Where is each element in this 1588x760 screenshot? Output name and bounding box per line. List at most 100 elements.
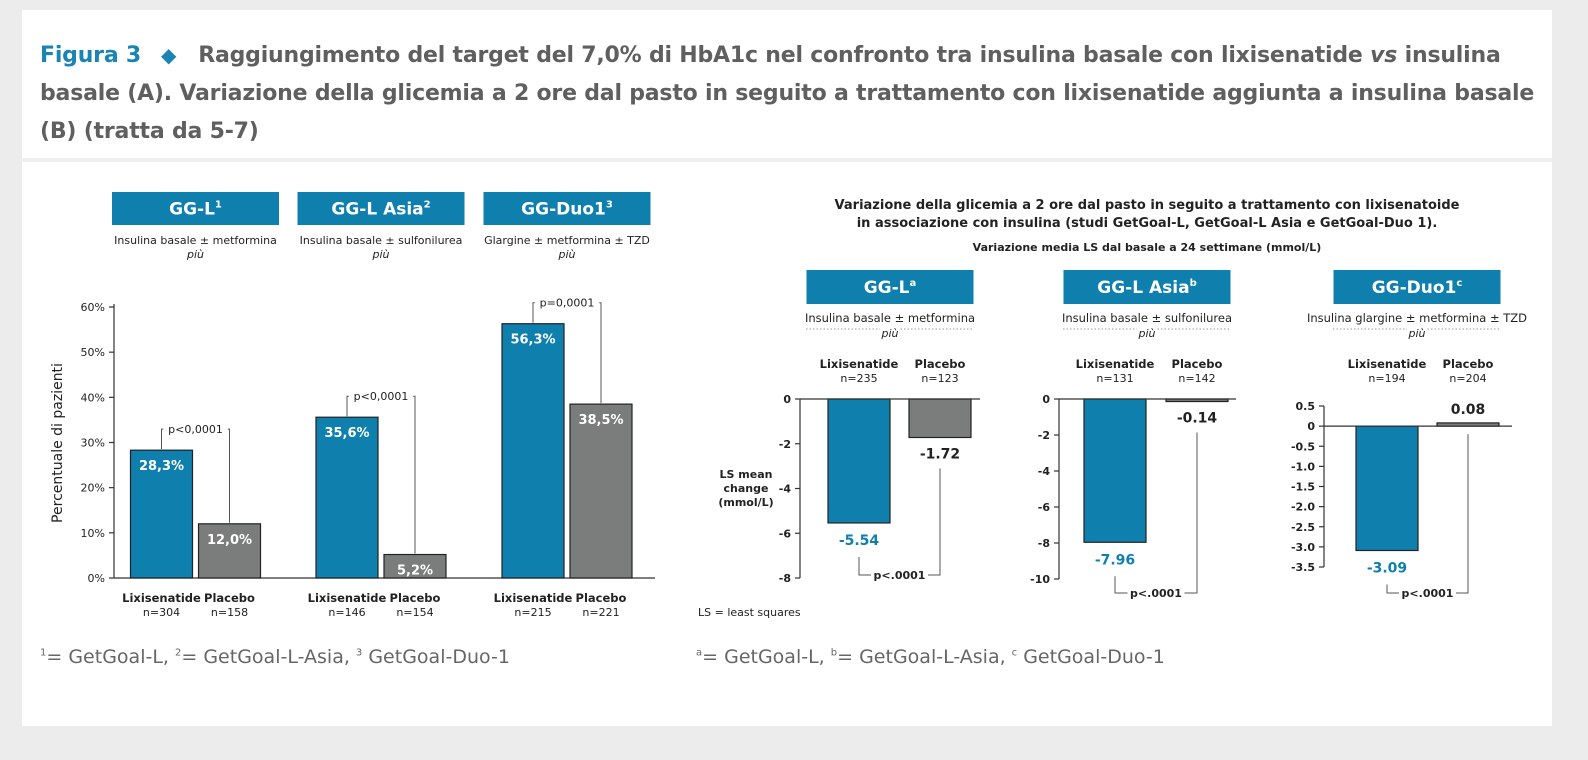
x-category-label: Placebo	[1443, 357, 1494, 371]
bar	[315, 416, 379, 579]
y-tick-label: -8	[779, 572, 791, 585]
chart-b-y-axis-title: change	[724, 482, 769, 495]
x-category-label: Lixisenatide	[820, 357, 899, 371]
group-header-box	[297, 192, 465, 225]
p-value-label: p<0,0001	[168, 423, 223, 436]
chart-b-title-line1: Variazione della glicemia a 2 ore dal pa…	[835, 198, 1460, 213]
group-header-label: GG-Duo13	[521, 200, 613, 220]
x-n-label: n=158	[211, 606, 248, 619]
group-header-box	[483, 192, 651, 225]
y-tick-label: 0.5	[1296, 400, 1316, 413]
y-tick-label: -3.5	[1291, 561, 1315, 574]
bar-value-label: -0.14	[1177, 411, 1218, 427]
bar	[1083, 398, 1147, 543]
panel-piu-bg	[1137, 324, 1157, 334]
chart-b-subtitle: Variazione media LS dal basale a 24 sett…	[973, 241, 1322, 254]
footnote-left: 1= GetGoal-L, 2= GetGoal-L-Asia, 3 GetGo…	[40, 646, 510, 668]
y-tick-label: -2.0	[1291, 501, 1315, 514]
group-header-box	[112, 192, 279, 225]
x-category-label: Placebo	[390, 591, 441, 605]
chart-b-note: LS = least squares	[698, 606, 801, 619]
bar	[569, 403, 633, 579]
footnote-text: = GetGoal-L-Asia,	[181, 646, 356, 668]
y-tick-label: 0	[1042, 393, 1050, 406]
figure-label: Figura 3	[40, 43, 142, 68]
bar	[501, 323, 565, 579]
p-value-label: p=0,0001	[540, 297, 595, 310]
bar-value-label: -7.96	[1095, 552, 1135, 568]
figure-title: Figura 3 ◆ Raggiungimento del target del 7…	[40, 36, 1540, 151]
y-tick-label: -8	[1038, 537, 1050, 550]
x-category-label: Placebo	[915, 357, 966, 371]
x-category-label: Placebo	[1172, 357, 1223, 371]
bar-value-label: 38,5%	[578, 413, 623, 428]
x-category-label: Placebo	[204, 591, 255, 605]
bar	[129, 449, 194, 579]
chart-b-y-axis-title: (mmol/L)	[718, 496, 773, 509]
group-subtitle: Insulina basale ± metformina	[114, 234, 277, 247]
bar-value-label: 28,3%	[139, 459, 184, 474]
x-n-label: n=235	[840, 372, 877, 385]
y-tick-label: -4	[1038, 465, 1051, 478]
y-tick-label: 20%	[81, 482, 105, 495]
y-tick-label: -2.5	[1291, 521, 1315, 534]
x-n-label: n=304	[143, 606, 180, 619]
footnote-marker: c	[1011, 647, 1018, 659]
group-subtitle: Insulina basale ± sulfonilurea	[300, 234, 463, 247]
p-value-bg	[871, 567, 928, 582]
p-value-label: p<.0001	[874, 569, 926, 582]
x-n-label: n=146	[328, 606, 365, 619]
y-tick-label: -0.5	[1291, 440, 1315, 453]
footnote-marker: 3	[355, 647, 363, 659]
panel-piu-bg	[880, 324, 900, 334]
p-value-bg	[1399, 585, 1456, 600]
y-tick-label: 10%	[81, 527, 105, 540]
y-tick-label: 50%	[81, 346, 105, 359]
panel-header-box	[1333, 270, 1501, 304]
title-vs: vs	[1370, 43, 1398, 68]
x-n-label: n=215	[514, 606, 551, 619]
group-piu: più	[371, 248, 389, 261]
x-category-label: Lixisenatide	[1076, 357, 1155, 371]
x-n-label: n=204	[1449, 372, 1486, 385]
x-category-label: Lixisenatide	[494, 591, 573, 605]
panel-piu: più	[1137, 327, 1155, 340]
y-tick-label: 40%	[81, 391, 105, 404]
p-value-bg	[1127, 585, 1185, 600]
x-n-label: n=123	[921, 372, 958, 385]
panel-header-label: GG-Duo1c	[1372, 278, 1463, 298]
title-text-1: Raggiungimento del target del 7,0% di Hb…	[198, 43, 1363, 68]
panel-header-box	[806, 270, 974, 304]
bar-value-label: 56,3%	[510, 333, 555, 348]
bar-value-label: 12,0%	[207, 533, 252, 548]
y-tick-label: 0%	[88, 572, 105, 585]
bar	[383, 553, 447, 579]
y-tick-label: -4	[779, 483, 792, 496]
x-n-label: n=131	[1096, 372, 1133, 385]
panel-subtitle: Insulina basale ± sulfonilurea	[1062, 311, 1232, 325]
y-axis-title: Percentuale di pazienti	[50, 363, 66, 523]
panel-piu: più	[1407, 327, 1425, 340]
y-tick-label: 60%	[81, 301, 105, 314]
p-value-label: p<.0001	[1130, 587, 1182, 600]
bar-value-label: -5.54	[839, 533, 880, 549]
y-tick-label: -10	[1030, 573, 1050, 586]
y-tick-label: -2	[1038, 429, 1050, 442]
p-value-bg	[163, 421, 228, 437]
x-n-label: n=142	[1178, 372, 1215, 385]
group-subtitle: Glargine ± metformina ± TZD	[484, 234, 650, 247]
y-tick-label: -3.0	[1291, 541, 1315, 554]
footnote-marker: 2	[175, 647, 182, 659]
p-value-label: p<0,0001	[354, 390, 409, 403]
y-tick-label: -1.0	[1291, 460, 1315, 473]
footnote-text: = GetGoal-L-Asia,	[837, 646, 1012, 668]
x-n-label: n=194	[1368, 372, 1405, 385]
y-tick-label: 0	[783, 393, 791, 406]
y-tick-label: -1.5	[1291, 481, 1315, 494]
group-header-label: GG-L Asia2	[331, 200, 430, 220]
x-category-label: Placebo	[576, 591, 627, 605]
footnote-right: a= GetGoal-L, b= GetGoal-L-Asia, c GetGo…	[696, 646, 1165, 668]
x-category-label: Lixisenatide	[308, 591, 387, 605]
panel-piu-bg	[1407, 324, 1427, 334]
